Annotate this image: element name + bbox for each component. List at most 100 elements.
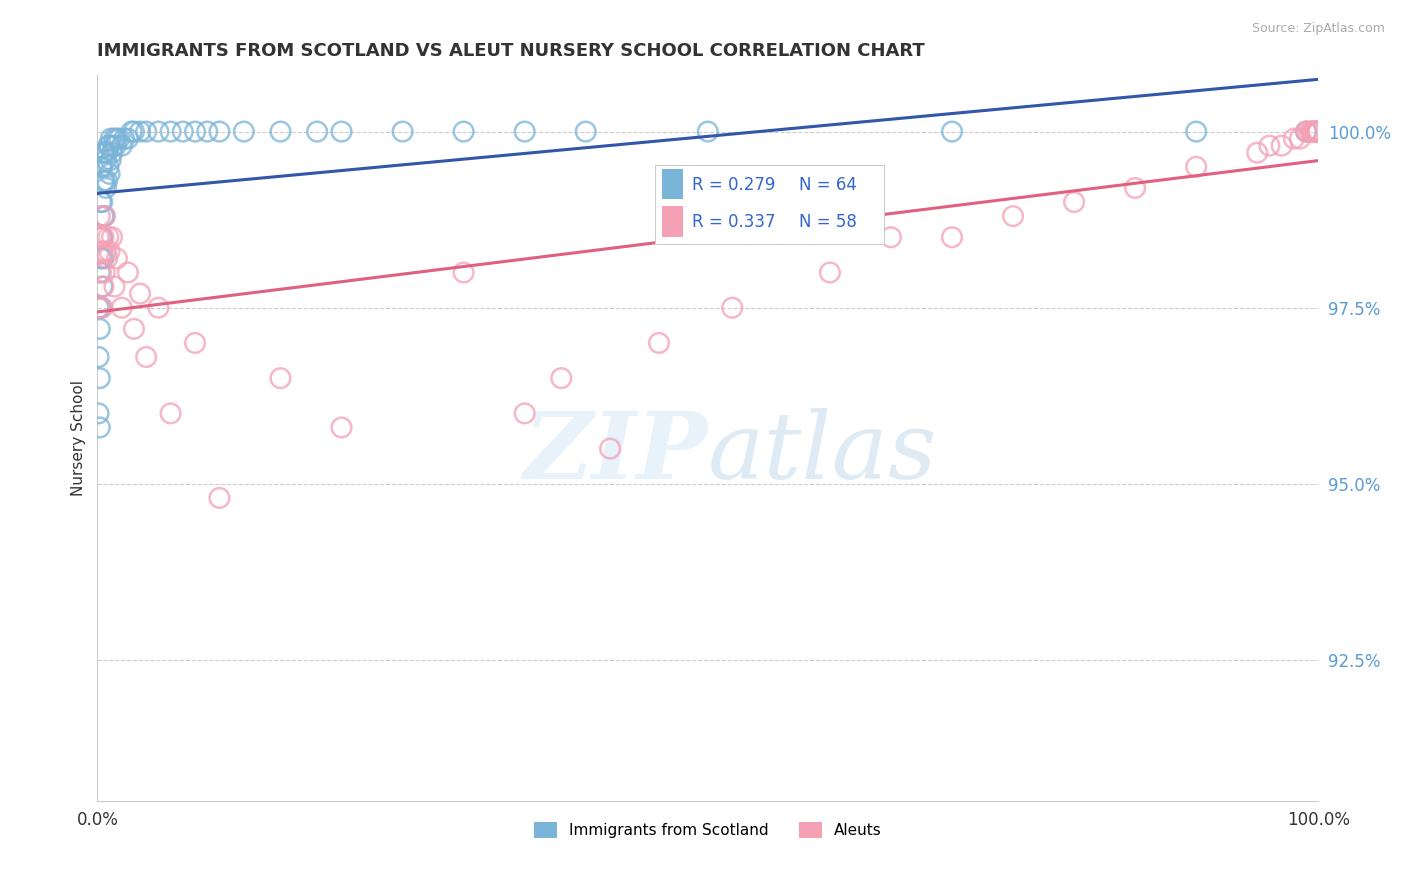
- Point: [94, 153, 117, 167]
- Point: [122, 124, 145, 138]
- Point: [129, 286, 152, 301]
- Point: [1123, 181, 1146, 195]
- Text: ZIP: ZIP: [523, 408, 707, 498]
- Point: [94, 244, 117, 259]
- Point: [97, 160, 120, 174]
- Point: [105, 252, 128, 266]
- Text: IMMIGRANTS FROM SCOTLAND VS ALEUT NURSERY SCHOOL CORRELATION CHART: IMMIGRANTS FROM SCOTLAND VS ALEUT NURSER…: [97, 42, 925, 60]
- Point: [112, 131, 135, 145]
- Point: [453, 124, 475, 138]
- Point: [135, 350, 157, 364]
- Point: [696, 124, 718, 138]
- Point: [98, 244, 121, 259]
- Point: [93, 209, 115, 223]
- Point: [97, 230, 120, 244]
- Point: [148, 301, 170, 315]
- Point: [90, 301, 112, 315]
- Point: [87, 406, 110, 420]
- Point: [90, 230, 112, 244]
- Point: [97, 138, 120, 153]
- Point: [1282, 131, 1305, 145]
- Point: [101, 145, 124, 160]
- Point: [1295, 124, 1317, 138]
- Point: [108, 131, 131, 145]
- Point: [648, 335, 671, 350]
- Point: [87, 230, 110, 244]
- Point: [1303, 124, 1326, 138]
- Point: [93, 252, 115, 266]
- Point: [122, 322, 145, 336]
- Point: [93, 265, 115, 279]
- Point: [91, 244, 114, 259]
- Point: [575, 124, 598, 138]
- Point: [1185, 124, 1208, 138]
- Point: [330, 420, 353, 434]
- Point: [89, 209, 111, 223]
- Point: [117, 265, 139, 279]
- Point: [90, 252, 112, 266]
- Point: [93, 209, 115, 223]
- Point: [1301, 124, 1323, 138]
- Point: [269, 371, 291, 385]
- Point: [129, 124, 152, 138]
- Text: Source: ZipAtlas.com: Source: ZipAtlas.com: [1251, 22, 1385, 36]
- Point: [93, 174, 115, 188]
- Point: [121, 124, 143, 138]
- Point: [1308, 124, 1330, 138]
- Point: [91, 279, 114, 293]
- Point: [1289, 131, 1312, 145]
- Point: [184, 124, 207, 138]
- Point: [87, 350, 110, 364]
- Point: [93, 145, 115, 160]
- Point: [818, 265, 841, 279]
- Point: [93, 279, 115, 293]
- Point: [100, 131, 122, 145]
- Point: [105, 131, 128, 145]
- Point: [1306, 124, 1329, 138]
- Point: [1002, 209, 1025, 223]
- Point: [98, 138, 121, 153]
- Point: [1246, 145, 1268, 160]
- Point: [148, 124, 170, 138]
- Point: [195, 124, 218, 138]
- Point: [93, 174, 115, 188]
- Point: [159, 124, 181, 138]
- Point: [232, 124, 254, 138]
- Point: [1302, 124, 1324, 138]
- Point: [89, 322, 111, 336]
- Point: [269, 124, 291, 138]
- Text: atlas: atlas: [707, 408, 938, 498]
- Point: [208, 124, 231, 138]
- Point: [1305, 124, 1327, 138]
- Point: [94, 181, 117, 195]
- Point: [103, 138, 125, 153]
- Y-axis label: Nursery School: Nursery School: [72, 380, 86, 496]
- Point: [330, 124, 353, 138]
- Text: N = 58: N = 58: [800, 213, 858, 231]
- FancyBboxPatch shape: [662, 206, 683, 236]
- Point: [513, 124, 536, 138]
- Point: [87, 301, 110, 315]
- Point: [90, 194, 112, 209]
- Point: [941, 230, 963, 244]
- Point: [89, 420, 111, 434]
- Point: [90, 265, 112, 279]
- Point: [1258, 138, 1281, 153]
- Point: [184, 335, 207, 350]
- Point: [1185, 160, 1208, 174]
- Point: [101, 230, 124, 244]
- Point: [98, 167, 121, 181]
- FancyBboxPatch shape: [662, 169, 683, 200]
- Point: [880, 230, 903, 244]
- Text: N = 64: N = 64: [800, 176, 858, 194]
- Point: [93, 230, 115, 244]
- Point: [96, 174, 118, 188]
- Point: [91, 194, 114, 209]
- Point: [1298, 124, 1320, 138]
- Point: [117, 131, 139, 145]
- Point: [89, 265, 111, 279]
- Point: [103, 131, 125, 145]
- Point: [599, 442, 621, 456]
- Point: [96, 145, 118, 160]
- Text: R = 0.279: R = 0.279: [692, 176, 775, 194]
